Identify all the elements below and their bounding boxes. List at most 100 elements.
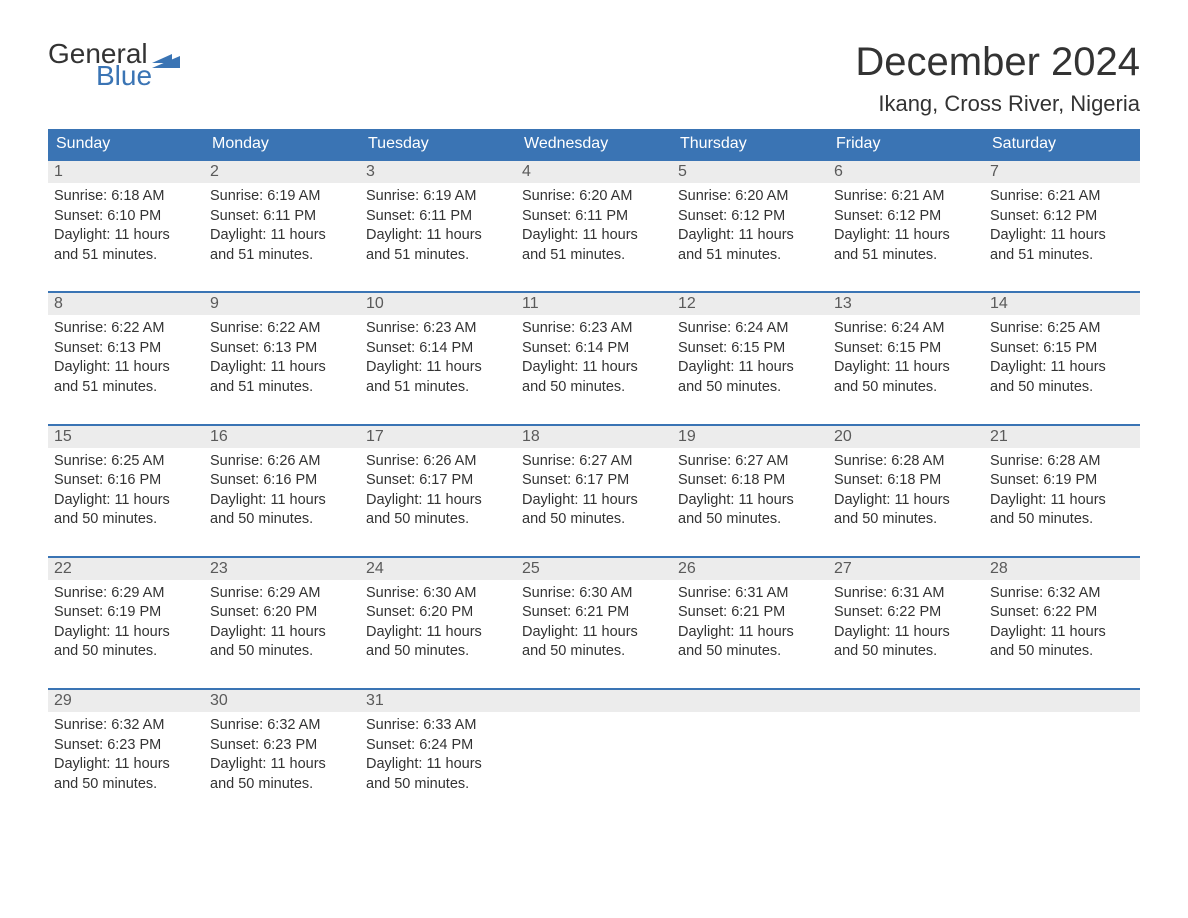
- day-daylight2: and 50 minutes.: [678, 642, 822, 662]
- day-daylight2: and 51 minutes.: [366, 378, 510, 398]
- day-sunrise: Sunrise: 6:30 AM: [522, 584, 666, 604]
- day-daylight1: Daylight: 11 hours: [210, 491, 354, 511]
- day-sunset: Sunset: 6:20 PM: [366, 603, 510, 623]
- day-cell: 20Sunrise: 6:28 AMSunset: 6:18 PMDayligh…: [828, 426, 984, 536]
- day-cell: [672, 690, 828, 800]
- day-sunset: Sunset: 6:15 PM: [834, 339, 978, 359]
- day-cell: [516, 690, 672, 800]
- day-sunrise: Sunrise: 6:29 AM: [210, 584, 354, 604]
- day-daylight2: and 50 minutes.: [834, 510, 978, 530]
- day-daylight2: and 50 minutes.: [522, 510, 666, 530]
- day-cell: 18Sunrise: 6:27 AMSunset: 6:17 PMDayligh…: [516, 426, 672, 536]
- day-cell: 26Sunrise: 6:31 AMSunset: 6:21 PMDayligh…: [672, 558, 828, 668]
- day-body: Sunrise: 6:33 AMSunset: 6:24 PMDaylight:…: [360, 712, 516, 800]
- day-number: [516, 690, 672, 712]
- day-daylight2: and 50 minutes.: [522, 378, 666, 398]
- day-sunrise: Sunrise: 6:23 AM: [522, 319, 666, 339]
- day-body: Sunrise: 6:29 AMSunset: 6:20 PMDaylight:…: [204, 580, 360, 668]
- day-number: 7: [984, 161, 1140, 183]
- day-sunset: Sunset: 6:15 PM: [678, 339, 822, 359]
- day-body: Sunrise: 6:24 AMSunset: 6:15 PMDaylight:…: [828, 315, 984, 403]
- day-sunrise: Sunrise: 6:20 AM: [522, 187, 666, 207]
- day-number: 4: [516, 161, 672, 183]
- day-cell: [984, 690, 1140, 800]
- day-daylight1: Daylight: 11 hours: [366, 755, 510, 775]
- day-number: 17: [360, 426, 516, 448]
- day-body: [672, 712, 828, 772]
- day-sunset: Sunset: 6:19 PM: [990, 471, 1134, 491]
- week-row: 15Sunrise: 6:25 AMSunset: 6:16 PMDayligh…: [48, 424, 1140, 536]
- day-sunrise: Sunrise: 6:32 AM: [990, 584, 1134, 604]
- day-sunset: Sunset: 6:15 PM: [990, 339, 1134, 359]
- day-sunset: Sunset: 6:13 PM: [210, 339, 354, 359]
- day-cell: 19Sunrise: 6:27 AMSunset: 6:18 PMDayligh…: [672, 426, 828, 536]
- day-sunset: Sunset: 6:17 PM: [366, 471, 510, 491]
- day-body: Sunrise: 6:32 AMSunset: 6:23 PMDaylight:…: [48, 712, 204, 800]
- day-daylight2: and 50 minutes.: [54, 775, 198, 795]
- day-number: 1: [48, 161, 204, 183]
- week-row: 22Sunrise: 6:29 AMSunset: 6:19 PMDayligh…: [48, 556, 1140, 668]
- day-body: Sunrise: 6:19 AMSunset: 6:11 PMDaylight:…: [360, 183, 516, 271]
- day-sunset: Sunset: 6:16 PM: [210, 471, 354, 491]
- day-sunrise: Sunrise: 6:29 AM: [54, 584, 198, 604]
- day-cell: 29Sunrise: 6:32 AMSunset: 6:23 PMDayligh…: [48, 690, 204, 800]
- day-cell: 31Sunrise: 6:33 AMSunset: 6:24 PMDayligh…: [360, 690, 516, 800]
- dow-thursday: Thursday: [672, 129, 828, 159]
- day-number: 31: [360, 690, 516, 712]
- day-daylight1: Daylight: 11 hours: [366, 623, 510, 643]
- day-daylight2: and 50 minutes.: [990, 642, 1134, 662]
- dow-friday: Friday: [828, 129, 984, 159]
- day-daylight2: and 50 minutes.: [678, 378, 822, 398]
- week-row: 1Sunrise: 6:18 AMSunset: 6:10 PMDaylight…: [48, 159, 1140, 271]
- day-sunrise: Sunrise: 6:25 AM: [990, 319, 1134, 339]
- dow-tuesday: Tuesday: [360, 129, 516, 159]
- day-sunset: Sunset: 6:12 PM: [990, 207, 1134, 227]
- day-body: Sunrise: 6:25 AMSunset: 6:15 PMDaylight:…: [984, 315, 1140, 403]
- day-sunset: Sunset: 6:11 PM: [366, 207, 510, 227]
- day-daylight1: Daylight: 11 hours: [210, 623, 354, 643]
- day-body: Sunrise: 6:31 AMSunset: 6:21 PMDaylight:…: [672, 580, 828, 668]
- day-sunrise: Sunrise: 6:21 AM: [990, 187, 1134, 207]
- day-number: 10: [360, 293, 516, 315]
- day-sunrise: Sunrise: 6:26 AM: [210, 452, 354, 472]
- day-cell: 23Sunrise: 6:29 AMSunset: 6:20 PMDayligh…: [204, 558, 360, 668]
- day-number: 18: [516, 426, 672, 448]
- day-cell: 15Sunrise: 6:25 AMSunset: 6:16 PMDayligh…: [48, 426, 204, 536]
- day-body: Sunrise: 6:21 AMSunset: 6:12 PMDaylight:…: [984, 183, 1140, 271]
- day-sunset: Sunset: 6:23 PM: [54, 736, 198, 756]
- day-daylight1: Daylight: 11 hours: [366, 226, 510, 246]
- day-sunset: Sunset: 6:19 PM: [54, 603, 198, 623]
- location: Ikang, Cross River, Nigeria: [855, 91, 1140, 117]
- day-body: Sunrise: 6:20 AMSunset: 6:12 PMDaylight:…: [672, 183, 828, 271]
- day-sunset: Sunset: 6:14 PM: [522, 339, 666, 359]
- day-number: 11: [516, 293, 672, 315]
- day-number: 12: [672, 293, 828, 315]
- day-cell: 21Sunrise: 6:28 AMSunset: 6:19 PMDayligh…: [984, 426, 1140, 536]
- day-cell: 1Sunrise: 6:18 AMSunset: 6:10 PMDaylight…: [48, 161, 204, 271]
- day-body: Sunrise: 6:27 AMSunset: 6:18 PMDaylight:…: [672, 448, 828, 536]
- day-sunrise: Sunrise: 6:25 AM: [54, 452, 198, 472]
- day-daylight2: and 51 minutes.: [210, 378, 354, 398]
- day-cell: 9Sunrise: 6:22 AMSunset: 6:13 PMDaylight…: [204, 293, 360, 403]
- day-sunrise: Sunrise: 6:22 AM: [210, 319, 354, 339]
- day-daylight2: and 50 minutes.: [834, 378, 978, 398]
- day-sunrise: Sunrise: 6:31 AM: [834, 584, 978, 604]
- day-daylight1: Daylight: 11 hours: [522, 491, 666, 511]
- day-cell: 11Sunrise: 6:23 AMSunset: 6:14 PMDayligh…: [516, 293, 672, 403]
- day-sunrise: Sunrise: 6:23 AM: [366, 319, 510, 339]
- day-daylight1: Daylight: 11 hours: [678, 226, 822, 246]
- day-body: Sunrise: 6:31 AMSunset: 6:22 PMDaylight:…: [828, 580, 984, 668]
- day-body: [516, 712, 672, 772]
- day-sunrise: Sunrise: 6:32 AM: [54, 716, 198, 736]
- day-body: Sunrise: 6:28 AMSunset: 6:19 PMDaylight:…: [984, 448, 1140, 536]
- day-daylight1: Daylight: 11 hours: [54, 358, 198, 378]
- dow-sunday: Sunday: [48, 129, 204, 159]
- day-sunset: Sunset: 6:14 PM: [366, 339, 510, 359]
- day-daylight1: Daylight: 11 hours: [834, 358, 978, 378]
- day-number: [984, 690, 1140, 712]
- day-body: Sunrise: 6:30 AMSunset: 6:20 PMDaylight:…: [360, 580, 516, 668]
- day-sunset: Sunset: 6:16 PM: [54, 471, 198, 491]
- day-cell: 8Sunrise: 6:22 AMSunset: 6:13 PMDaylight…: [48, 293, 204, 403]
- day-daylight1: Daylight: 11 hours: [366, 491, 510, 511]
- day-daylight1: Daylight: 11 hours: [678, 623, 822, 643]
